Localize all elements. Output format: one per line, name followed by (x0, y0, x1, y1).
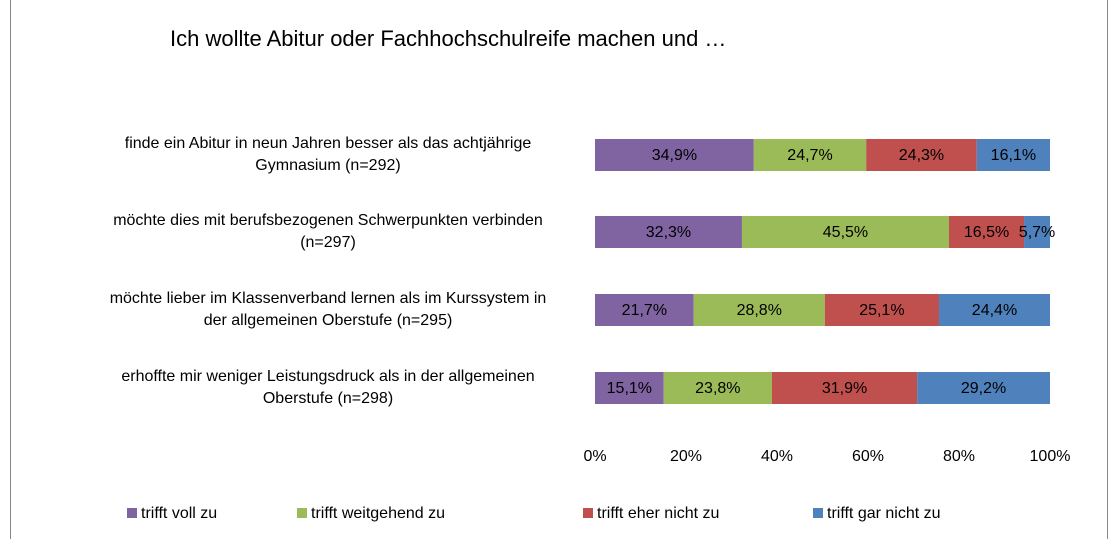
value-label: 45,5% (823, 224, 868, 241)
value-label: 16,5% (964, 224, 1009, 241)
value-label: 32,3% (646, 224, 691, 241)
legend-label: trifft weitgehend zu (311, 505, 445, 522)
value-label: 24,4% (972, 302, 1017, 319)
bar-segment (595, 216, 742, 248)
value-label: 21,7% (622, 302, 667, 319)
bar-segment (595, 294, 694, 326)
x-tick-label: 20% (670, 448, 702, 465)
value-label: 29,2% (961, 380, 1006, 397)
x-tick-label: 60% (852, 448, 884, 465)
bar-segment (693, 294, 825, 326)
bar-segment (1024, 216, 1050, 248)
legend-swatch (127, 508, 137, 518)
bar-segment (753, 139, 867, 171)
value-label: 5,7% (1019, 224, 1055, 241)
bar-segment (595, 372, 664, 404)
value-label: 31,9% (822, 380, 867, 397)
category-label: möchte lieber im Klassenverband lernen a… (109, 290, 547, 329)
bar-segment (663, 372, 772, 404)
bar-segment (741, 216, 949, 248)
legend-swatch (297, 508, 307, 518)
value-label: 23,8% (695, 380, 740, 397)
value-label: 16,1% (991, 147, 1036, 164)
legend-swatch (813, 508, 823, 518)
x-tick-label: 80% (943, 448, 975, 465)
bar-segment (824, 294, 939, 326)
bar-segment (938, 294, 1050, 326)
bar-segment (976, 139, 1050, 171)
x-tick-label: 100% (1030, 448, 1071, 465)
legend-label: trifft gar nicht zu (827, 505, 941, 522)
category-label: möchte dies mit berufsbezogenen Schwerpu… (113, 212, 543, 251)
value-label: 25,1% (859, 302, 904, 319)
bar-segment (866, 139, 977, 171)
value-label: 24,3% (899, 147, 944, 164)
category-label: erhoffte mir weniger Leistungsdruck als … (121, 368, 535, 407)
legend-label: trifft voll zu (141, 505, 217, 522)
value-label: 28,8% (737, 302, 782, 319)
value-label: 34,9% (652, 147, 697, 164)
chart-title: Ich wollte Abitur oder Fachhochschulreif… (170, 26, 726, 51)
bar-segment (771, 372, 918, 404)
bar-segment (595, 139, 754, 171)
legend-swatch (583, 508, 593, 518)
x-tick-label: 0% (583, 448, 606, 465)
bar-segment (948, 216, 1025, 248)
value-label: 24,7% (787, 147, 832, 164)
category-label: finde ein Abitur in neun Jahren besser a… (124, 135, 532, 174)
legend-label: trifft eher nicht zu (597, 505, 719, 522)
chart-frame (10, 0, 1108, 539)
value-label: 15,1% (607, 380, 652, 397)
bar-segment (917, 372, 1050, 404)
x-tick-label: 40% (761, 448, 793, 465)
